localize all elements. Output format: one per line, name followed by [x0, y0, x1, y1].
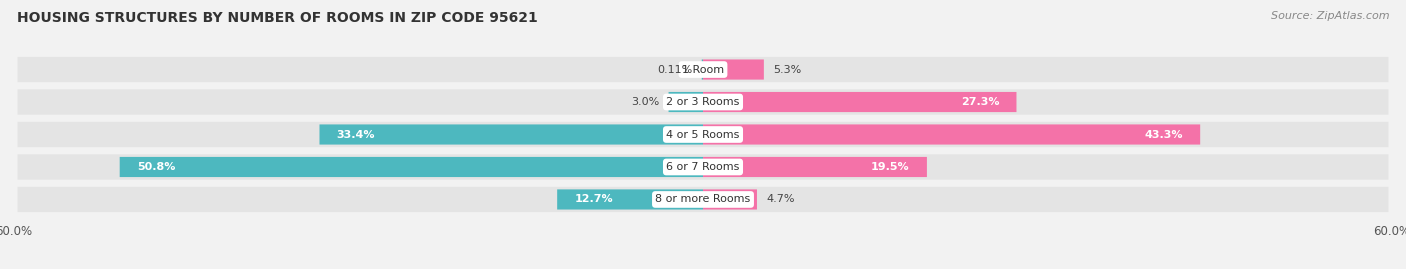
- FancyBboxPatch shape: [120, 157, 703, 177]
- Text: 6 or 7 Rooms: 6 or 7 Rooms: [666, 162, 740, 172]
- FancyBboxPatch shape: [703, 125, 1201, 144]
- Text: 3.0%: 3.0%: [631, 97, 659, 107]
- Text: 12.7%: 12.7%: [575, 194, 613, 204]
- Text: 1 Room: 1 Room: [682, 65, 724, 75]
- Text: 19.5%: 19.5%: [872, 162, 910, 172]
- FancyBboxPatch shape: [17, 122, 1389, 147]
- Text: 43.3%: 43.3%: [1144, 129, 1182, 140]
- Text: HOUSING STRUCTURES BY NUMBER OF ROOMS IN ZIP CODE 95621: HOUSING STRUCTURES BY NUMBER OF ROOMS IN…: [17, 11, 537, 25]
- FancyBboxPatch shape: [703, 59, 763, 80]
- Text: 0.11%: 0.11%: [657, 65, 693, 75]
- FancyBboxPatch shape: [669, 92, 703, 112]
- FancyBboxPatch shape: [557, 189, 703, 210]
- Text: 2 or 3 Rooms: 2 or 3 Rooms: [666, 97, 740, 107]
- FancyBboxPatch shape: [17, 89, 1389, 115]
- Text: 8 or more Rooms: 8 or more Rooms: [655, 194, 751, 204]
- FancyBboxPatch shape: [703, 92, 1017, 112]
- Text: 50.8%: 50.8%: [136, 162, 176, 172]
- Text: 33.4%: 33.4%: [336, 129, 375, 140]
- Text: 4.7%: 4.7%: [766, 194, 794, 204]
- Text: Source: ZipAtlas.com: Source: ZipAtlas.com: [1271, 11, 1389, 21]
- FancyBboxPatch shape: [17, 57, 1389, 82]
- FancyBboxPatch shape: [17, 154, 1389, 180]
- Text: 4 or 5 Rooms: 4 or 5 Rooms: [666, 129, 740, 140]
- FancyBboxPatch shape: [17, 187, 1389, 212]
- FancyBboxPatch shape: [703, 157, 927, 177]
- Text: 27.3%: 27.3%: [960, 97, 1000, 107]
- FancyBboxPatch shape: [703, 189, 756, 210]
- FancyBboxPatch shape: [319, 125, 703, 144]
- Text: 5.3%: 5.3%: [773, 65, 801, 75]
